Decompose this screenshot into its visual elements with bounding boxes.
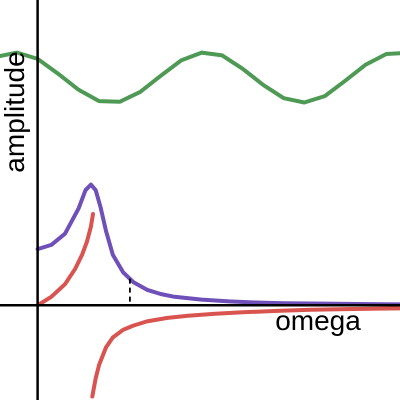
series-line-2	[35, 182, 400, 307]
x-axis-label: omega	[275, 305, 361, 336]
series-line-3	[35, 212, 95, 308]
y-axis-label: amplitude	[0, 51, 30, 172]
series-line-4	[90, 306, 400, 399]
series-layer	[0, 50, 400, 399]
series-line-1	[0, 50, 400, 105]
